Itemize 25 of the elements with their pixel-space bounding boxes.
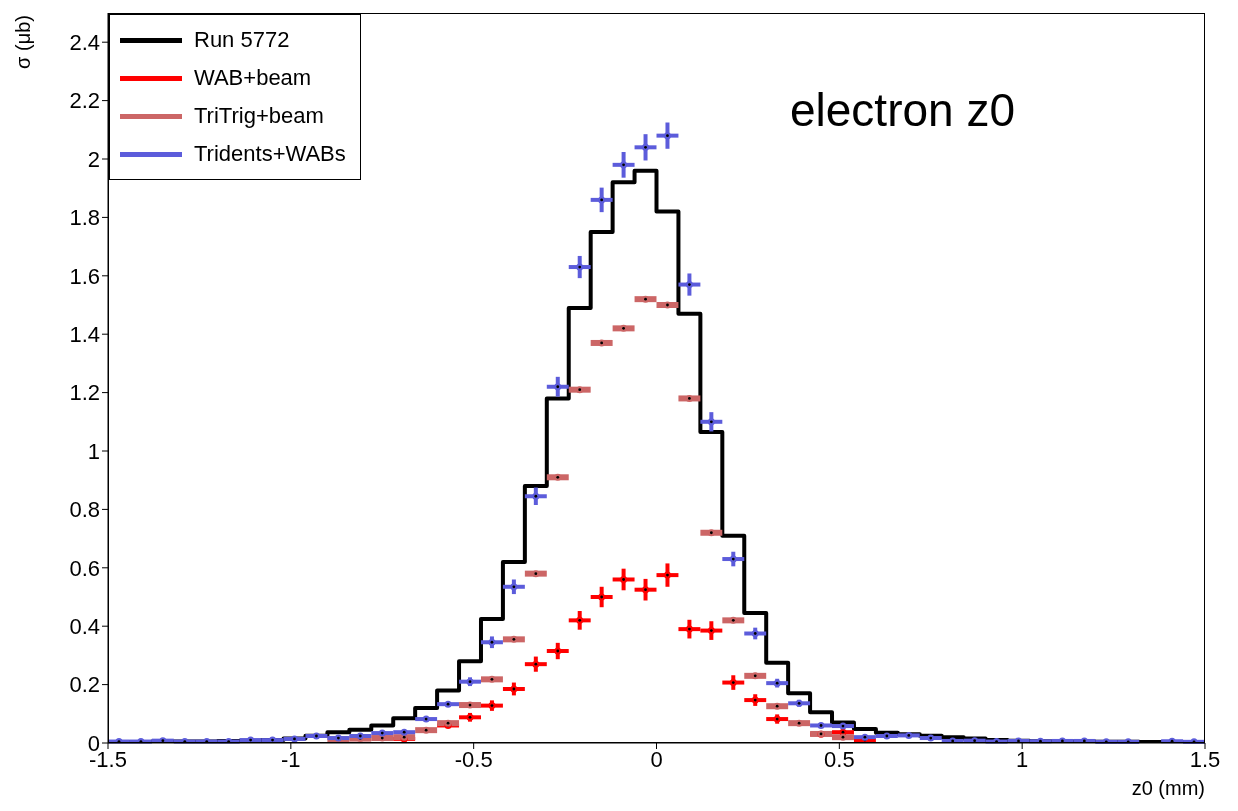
y-tick-label: 1 xyxy=(87,438,100,464)
y-tick-label: 1.4 xyxy=(69,322,100,348)
y-axis-title: σ (μb) xyxy=(12,15,35,69)
y-tick-label: 0.2 xyxy=(69,672,100,698)
y-tick-label: 1.8 xyxy=(69,205,100,231)
y-tick-label: 0.4 xyxy=(69,614,100,640)
x-axis-title: z0 (mm) xyxy=(1131,777,1205,800)
legend-label: Tridents+WABs xyxy=(194,141,346,167)
x-tick-label: -1 xyxy=(281,746,301,772)
y-tick-label: 1.6 xyxy=(69,263,100,289)
y-tick-label: 0.8 xyxy=(69,497,100,523)
y-tick-label: 2 xyxy=(87,146,100,172)
x-tick-label: 0.5 xyxy=(824,746,855,772)
annotation: electron z0 xyxy=(789,83,1015,137)
x-tick-label: 1.5 xyxy=(1189,746,1221,772)
legend-label: Run 5772 xyxy=(194,27,290,53)
x-tick-label: 0 xyxy=(650,746,663,772)
y-tick-label: 1.2 xyxy=(69,380,100,406)
y-tick-label: 2.2 xyxy=(69,88,100,114)
legend-label: TriTrig+beam xyxy=(194,103,324,129)
y-tick-label: 0.6 xyxy=(69,555,100,581)
y-tick-label: 2.4 xyxy=(69,30,100,56)
x-tick-label: -0.5 xyxy=(454,746,493,772)
legend-label: WAB+beam xyxy=(194,65,312,91)
x-tick-label: 1 xyxy=(1016,746,1029,772)
